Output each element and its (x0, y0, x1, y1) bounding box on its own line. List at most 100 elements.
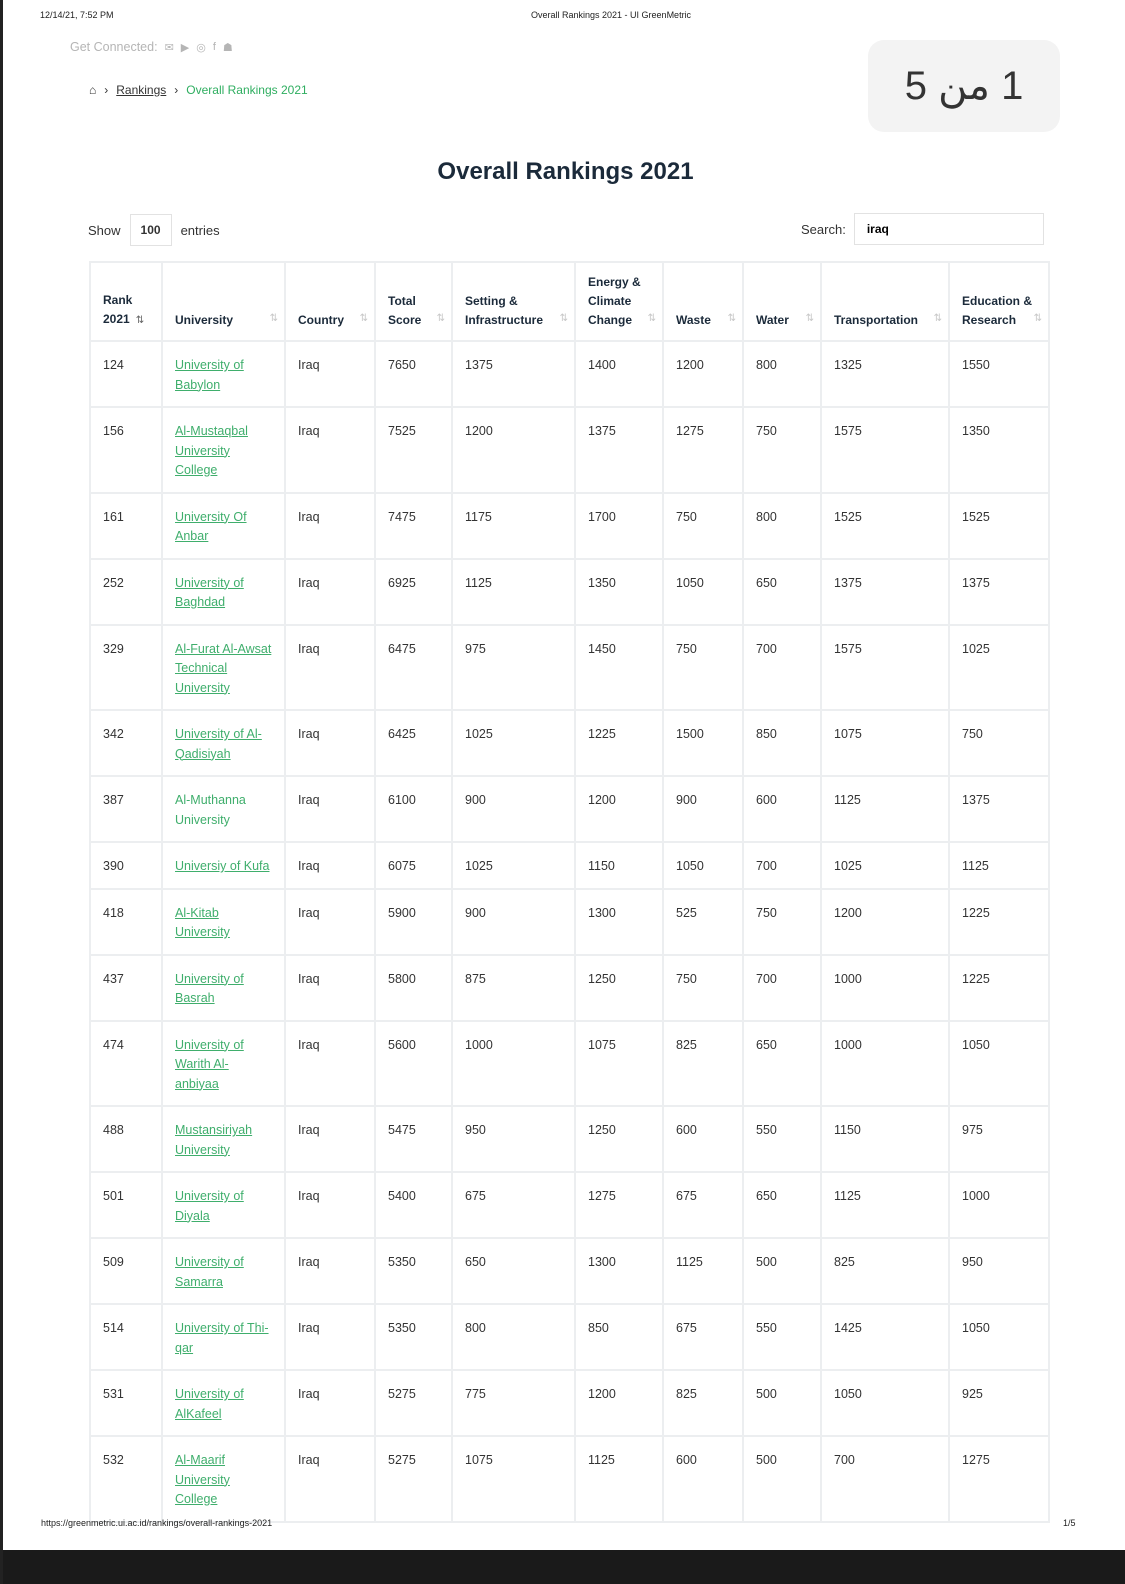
table-cell: 6100 (374, 775, 453, 843)
sort-icon[interactable]: ⇅ (359, 313, 368, 324)
table-cell: 1200 (820, 887, 950, 956)
android-icon[interactable]: ☗ (222, 41, 233, 54)
table-cell: 1000 (820, 953, 950, 1022)
table-cell: 7525 (374, 406, 453, 494)
university-link[interactable]: Al-Kitab University (175, 905, 230, 940)
chevron-right-icon: › (104, 83, 109, 97)
university-link[interactable]: Al-Mustaqbal University College (175, 424, 248, 477)
table-row: 252 University of Baghdad Iraq 6925 1125 1350… (89, 557, 1050, 626)
column-header-label: Energy & Climate Change (588, 275, 641, 327)
column-header-energy-climate-change[interactable]: Energy & Climate Change ⇅ (574, 261, 664, 342)
table-cell: 700 (742, 623, 822, 711)
sort-icon[interactable]: ⇅ (135, 315, 145, 326)
column-header-rank-2021[interactable]: Rank 2021 ⇅ (89, 261, 163, 342)
university-link[interactable]: Universiy of Kufa (175, 859, 270, 873)
table-cell: 650 (742, 1019, 822, 1107)
table-cell: 1075 (451, 1435, 576, 1523)
table-cell: 650 (742, 1171, 822, 1239)
table-cell: Iraq (284, 1303, 376, 1371)
table-cell: 650 (742, 557, 822, 626)
breadcrumb-rankings[interactable]: Rankings (116, 83, 167, 97)
university-link[interactable]: University Of Anbar (175, 509, 247, 544)
table-cell: 5275 (374, 1369, 453, 1437)
table-cell: Universiy of Kufa (161, 841, 286, 890)
university-link[interactable]: Mustansiriyah University (175, 1123, 253, 1157)
table-cell: 1350 (574, 557, 664, 626)
table-cell: 329 (89, 623, 163, 711)
table-cell: 1125 (820, 1171, 950, 1239)
university-link[interactable]: University of Samarra (175, 1255, 244, 1289)
table-cell: 1350 (948, 406, 1050, 494)
page-counter-badge: 1 من 5 (868, 40, 1060, 132)
university-link[interactable]: University of Thi-qar (175, 1321, 269, 1355)
university-link[interactable]: University of Baghdad (175, 575, 244, 610)
column-header-transportation[interactable]: Transportation ⇅ (820, 261, 950, 342)
sort-icon[interactable]: ⇅ (559, 313, 568, 324)
bottom-bar (3, 1550, 1125, 1584)
table-cell: 5350 (374, 1237, 453, 1305)
table-row: 124 University of Babylon Iraq 7650 1375 1400… (89, 340, 1050, 408)
university-link[interactable]: Al-Maarif University College (175, 1453, 230, 1506)
sort-icon[interactable]: ⇅ (1033, 313, 1042, 324)
table-cell: 7650 (374, 340, 453, 408)
table-cell: 1125 (662, 1237, 744, 1305)
column-header-university[interactable]: University ⇅ (161, 261, 286, 342)
university-link[interactable]: University of Diyala (175, 1189, 244, 1223)
table-cell: 1375 (574, 406, 664, 494)
instagram-icon[interactable]: ◎ (196, 41, 206, 54)
table-cell: 700 (742, 953, 822, 1022)
email-icon[interactable]: ✉ (164, 41, 174, 54)
column-header-total-score[interactable]: Total Score ⇅ (374, 261, 453, 342)
table-cell: Al-Muthanna University (161, 775, 286, 843)
sort-icon[interactable]: ⇅ (647, 313, 656, 324)
chevron-right-icon: › (174, 83, 179, 97)
university-link[interactable]: University of Babylon (175, 358, 244, 392)
show-label: Show (88, 222, 121, 238)
sort-icon[interactable]: ⇅ (269, 313, 278, 324)
youtube-icon[interactable]: ▶ (180, 41, 190, 54)
university-link[interactable]: University of AlKafeel (175, 1387, 244, 1421)
table-cell: 550 (742, 1303, 822, 1371)
table-row: 514 University of Thi-qar Iraq 5350 800 850 67… (89, 1303, 1050, 1371)
table-cell: 825 (662, 1369, 744, 1437)
column-header-label: Transportation (834, 313, 919, 327)
table-cell: 675 (662, 1303, 744, 1371)
table-cell: 531 (89, 1369, 163, 1437)
column-header-setting-infrastructure[interactable]: Setting & Infrastructure ⇅ (451, 261, 576, 342)
search-input[interactable] (853, 213, 1044, 245)
sort-icon[interactable]: ⇅ (933, 313, 942, 324)
column-header-waste[interactable]: Waste ⇅ (662, 261, 744, 342)
table-cell: 750 (948, 709, 1050, 777)
university-link[interactable]: University of Basrah (175, 971, 244, 1006)
table-cell: Iraq (284, 1019, 376, 1107)
table-cell: 900 (662, 775, 744, 843)
table-cell: 1050 (948, 1019, 1050, 1107)
table-cell: 5350 (374, 1303, 453, 1371)
entries-select[interactable]: 100 (129, 214, 172, 246)
facebook-icon[interactable]: f (212, 41, 216, 53)
table-cell: 1000 (948, 1171, 1050, 1239)
footer-page-number: 1/5 (1063, 1518, 1076, 1528)
column-header-label: University (175, 313, 234, 327)
sort-icon[interactable]: ⇅ (805, 313, 814, 324)
university-link[interactable]: University of Al-Qadisiyah (175, 727, 262, 761)
table-cell: Iraq (284, 1435, 376, 1523)
university-link[interactable]: University of Warith Al-anbiyaa (175, 1037, 244, 1091)
column-header-country[interactable]: Country ⇅ (284, 261, 376, 342)
table-cell: 1550 (948, 340, 1050, 408)
page-title: Overall Rankings 2021 (437, 158, 694, 185)
column-header-water[interactable]: Water ⇅ (742, 261, 822, 342)
table-cell: 1125 (451, 557, 576, 626)
table-header-row: Rank 2021 ⇅ University ⇅ Country ⇅ Total Score… (89, 261, 1050, 342)
table-cell: 418 (89, 887, 163, 956)
home-icon[interactable]: ⌂ (89, 83, 97, 97)
table-cell: University of AlKafeel (161, 1369, 286, 1437)
column-header-education-research[interactable]: Education & Research ⇅ (948, 261, 1050, 342)
table-cell: 1175 (451, 491, 576, 560)
university-link[interactable]: Al-Muthanna University (175, 793, 246, 827)
university-link[interactable]: Al-Furat Al-Awsat Technical University (175, 641, 272, 695)
sort-icon[interactable]: ⇅ (436, 313, 445, 324)
sort-icon[interactable]: ⇅ (727, 313, 736, 324)
table-cell: 1400 (574, 340, 664, 408)
table-cell: 900 (451, 775, 576, 843)
